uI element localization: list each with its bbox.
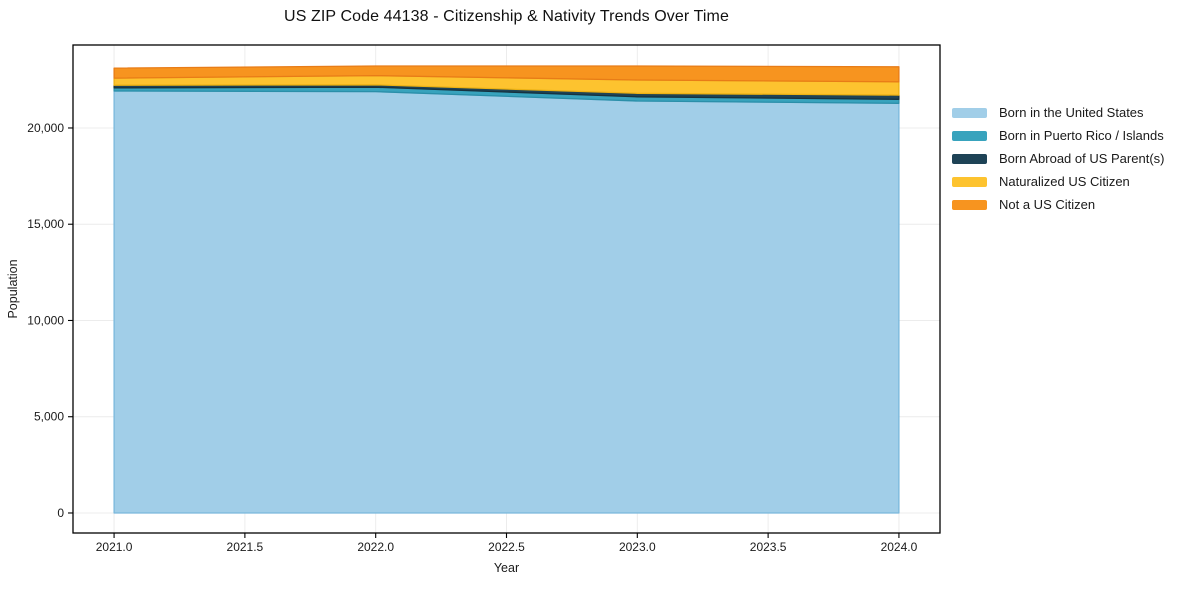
legend-label: Naturalized US Citizen	[999, 174, 1130, 189]
legend-item: Born Abroad of US Parent(s)	[952, 150, 1164, 168]
legend: Born in the United States Born in Puerto …	[952, 104, 1164, 214]
legend-label: Born in the United States	[999, 105, 1144, 120]
y-tick-label: 15,000	[27, 217, 64, 231]
chart-title: US ZIP Code 44138 - Citizenship & Nativi…	[284, 8, 729, 25]
y-tick-label: 0	[57, 506, 64, 520]
legend-item: Born in Puerto Rico / Islands	[952, 127, 1164, 145]
y-tick-label: 20,000	[27, 121, 64, 135]
x-tick-label: 2023.5	[750, 540, 787, 554]
legend-item: Naturalized US Citizen	[952, 173, 1164, 191]
area-series	[113, 65, 900, 83]
y-tick-label: 5,000	[34, 410, 64, 424]
y-axis-label: Population	[6, 259, 20, 318]
x-tick-label: 2021.5	[227, 540, 264, 554]
legend-label: Not a US Citizen	[999, 197, 1096, 212]
legend-swatch	[952, 200, 987, 210]
area-series	[113, 90, 900, 514]
plot-border	[72, 44, 941, 534]
legend-label: Born in Puerto Rico / Islands	[999, 128, 1164, 143]
y-tick-label: 10,000	[27, 313, 64, 327]
legend-label: Born Abroad of US Parent(s)	[999, 151, 1165, 166]
x-tick-label: 2023.0	[619, 540, 656, 554]
x-axis-label: Year	[494, 561, 519, 575]
legend-swatch	[952, 177, 987, 187]
x-tick-label: 2022.0	[357, 540, 394, 554]
legend-swatch	[952, 108, 987, 118]
x-tick-label: 2022.5	[488, 540, 525, 554]
x-tick-label: 2024.0	[881, 540, 918, 554]
legend-swatch	[952, 154, 987, 164]
legend-item: Born in the United States	[952, 104, 1164, 122]
legend-item: Not a US Citizen	[952, 196, 1164, 214]
x-tick-label: 2021.0	[96, 540, 133, 554]
legend-swatch	[952, 131, 987, 141]
